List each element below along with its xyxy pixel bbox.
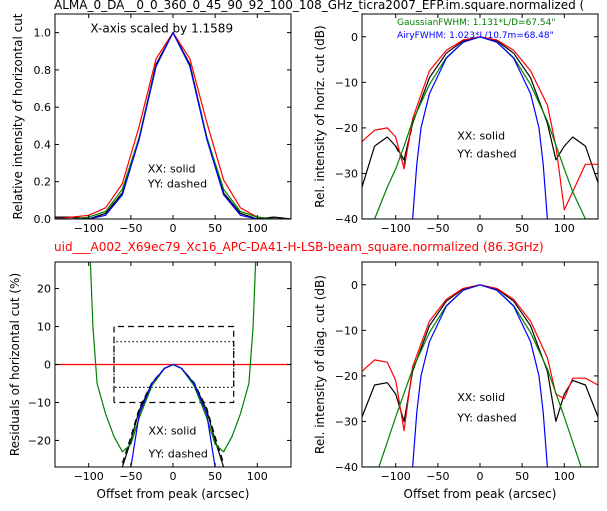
series-line-4	[362, 36, 598, 219]
y-tick-label: 0	[351, 279, 358, 292]
legend-entry: GaussianFWHM: 1.131*L/D=67.54"	[397, 18, 555, 28]
linestyle-annotation: YY: dashed	[147, 177, 207, 190]
series-group	[362, 36, 598, 219]
y-tick-label: 0.4	[34, 138, 52, 151]
y-tick-label: −30	[335, 167, 358, 180]
series-line-1	[55, 31, 291, 219]
series-line-3	[362, 284, 598, 467]
linestyle-annotation: YY: dashed	[148, 448, 208, 461]
y-tick-label: 0.8	[34, 64, 52, 77]
y-tick-label: −20	[335, 122, 358, 135]
x-tick-label: 100	[247, 470, 268, 483]
x-tick-label: 100	[554, 222, 575, 235]
y-tick-label: −10	[335, 76, 358, 89]
x-tick-label: 100	[247, 222, 268, 235]
y-tick-label: 1.0	[34, 27, 52, 40]
x-tick-label: 0	[477, 470, 484, 483]
series-line-4	[55, 31, 291, 219]
series-group	[55, 262, 291, 467]
series-line-6	[89, 262, 257, 453]
x-tick-label: −50	[426, 470, 449, 483]
y-axis-label: Residuals of horizontal cut (%)	[8, 273, 22, 456]
x-tick-label: 50	[208, 470, 222, 483]
plot-frame	[361, 13, 599, 220]
series-line-5	[412, 36, 548, 219]
y-tick-label: −20	[28, 434, 51, 447]
x-axis-label: Offset from peak (arcsec)	[97, 487, 250, 501]
series-line-2	[395, 123, 414, 165]
x-axis-label: Offset from peak (arcsec)	[404, 487, 557, 501]
y-axis-label: Rel. intensity of horiz. cut (dB)	[313, 25, 327, 207]
linestyle-annotation: XX: solid	[457, 129, 505, 142]
legend-entry: AiryFWHM: 1.023*L/10.7m=68.48"	[397, 31, 554, 41]
x-tick-label: 50	[208, 222, 222, 235]
y-tick-label: 0	[44, 359, 51, 372]
x-tick-label: 100	[554, 470, 575, 483]
series-group	[55, 31, 291, 219]
series-line-2	[362, 284, 598, 432]
top-title: ALMA_0_DA__0_0_360_0_45_90_92_100_108_GH…	[54, 0, 584, 12]
series-line-3	[362, 36, 598, 211]
series-line-2	[113, 325, 235, 404]
y-tick-label: −20	[335, 370, 358, 383]
y-tick-label: 0.0	[34, 213, 52, 226]
x-tick-label: 50	[515, 470, 529, 483]
y-tick-label: 20	[37, 283, 51, 296]
x-tick-label: −50	[426, 222, 449, 235]
panels: −100 −50 0 50 1000.00.20.40.60.81.0Relative …	[8, 13, 599, 501]
y-tick-label: −30	[335, 415, 358, 428]
series-line-4	[412, 284, 548, 467]
y-tick-label: −40	[335, 461, 358, 474]
linestyle-annotation: XX: solid	[149, 425, 197, 438]
y-tick-label: 0.6	[34, 101, 52, 114]
series-line-2	[55, 31, 291, 219]
y-axis-label: Rel. intensity of diag. cut (dB)	[313, 275, 327, 454]
linestyle-annotation: XX: solid	[148, 162, 196, 175]
x-tick-label: −100	[381, 470, 411, 483]
x-tick-label: 50	[515, 222, 529, 235]
x-tick-label: −50	[119, 470, 142, 483]
series-line-3	[55, 31, 291, 219]
x-tick-label: −50	[119, 222, 142, 235]
x-tick-label: 0	[477, 222, 484, 235]
x-tick-label: −100	[74, 470, 104, 483]
series-line-7	[130, 363, 216, 467]
linestyle-annotation: YY: dashed	[456, 411, 516, 424]
x-tick-label: −100	[74, 222, 104, 235]
y-tick-label: 10	[37, 321, 51, 334]
mid-title: uid___A002_X69ec79_Xc16_APC-DA41-H-LSB-b…	[54, 240, 544, 254]
y-tick-label: 0.2	[34, 176, 52, 189]
linestyle-annotation: XX: solid	[457, 391, 505, 404]
y-tick-label: 0	[351, 31, 358, 44]
series-group	[362, 284, 598, 467]
y-tick-label: −40	[335, 213, 358, 226]
series-line-3	[113, 341, 235, 388]
x-tick-label: 0	[170, 470, 177, 483]
scale-annotation: X-axis scaled by 1.1589	[90, 22, 233, 36]
chart-panel-1: −100 −50 0 50 100 0.0 0.2 0.4 0.6 0.8 1.0 Relative …	[11, 13, 292, 235]
y-tick-label: −10	[28, 396, 51, 409]
y-axis-label: Relative intensity of horizontal cut	[11, 13, 25, 219]
y-tick-label: −10	[335, 324, 358, 337]
x-tick-label: 0	[170, 222, 177, 235]
linestyle-annotation: YY: dashed	[456, 148, 516, 161]
series-line-5	[55, 31, 291, 219]
x-tick-label: −100	[381, 222, 411, 235]
plot-frame	[361, 261, 599, 468]
